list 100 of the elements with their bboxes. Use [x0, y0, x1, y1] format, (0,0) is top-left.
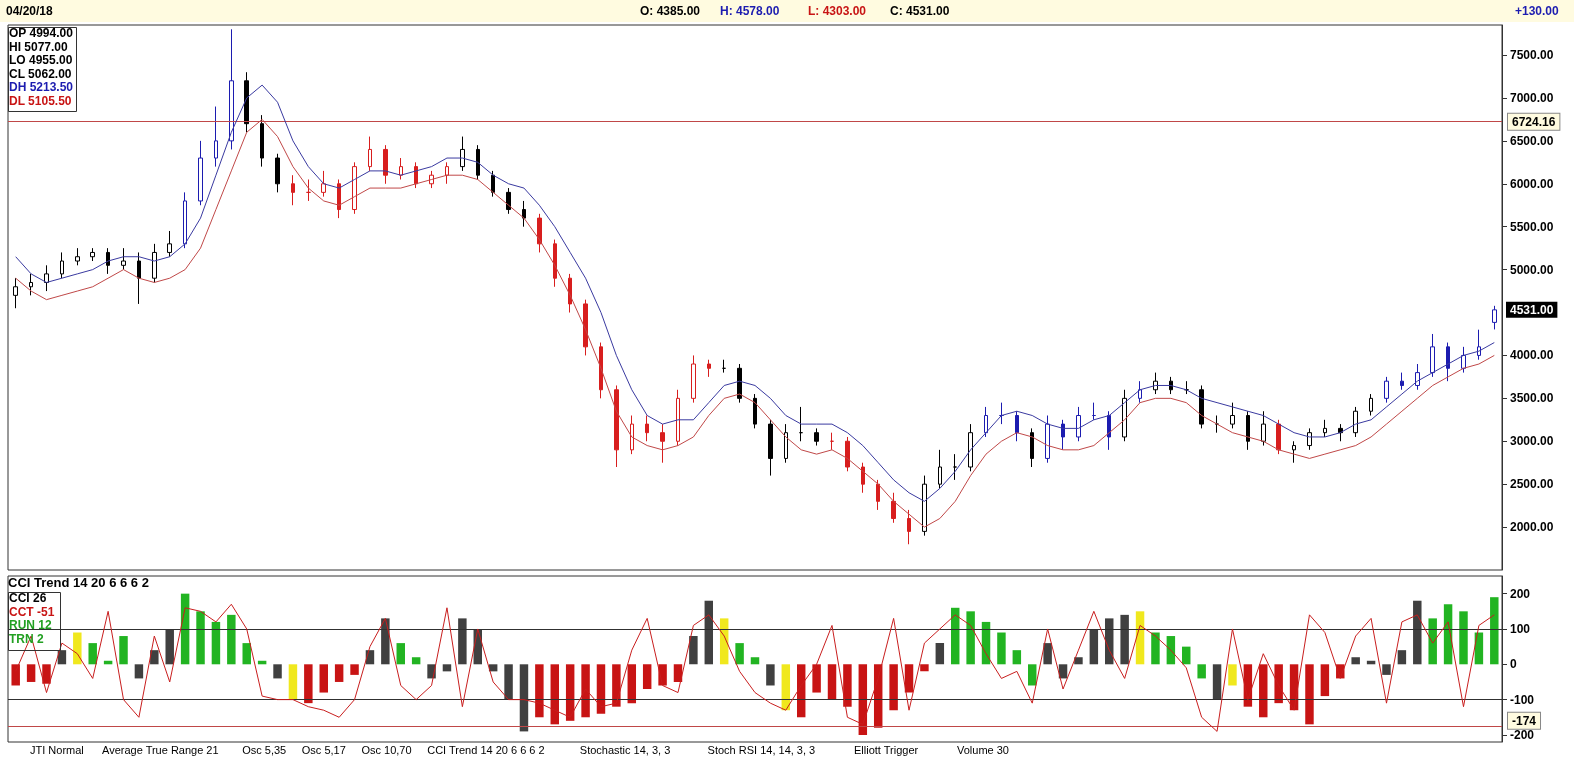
candlestick [476, 144, 480, 180]
bar [596, 664, 606, 714]
bar [642, 664, 652, 690]
candlestick [1122, 389, 1127, 442]
candlestick [1076, 406, 1081, 442]
bar [504, 664, 513, 700]
candlestick [1369, 393, 1373, 417]
annotation: DL 5105.50 [9, 93, 72, 108]
candlestick [1353, 406, 1358, 438]
text: L: 4303.00 [808, 4, 867, 18]
text: H: 4578.00 [720, 4, 780, 18]
y-tick-label: 5500.00 [1510, 219, 1554, 234]
candlestick [583, 299, 588, 356]
candlestick [491, 170, 495, 198]
candlestick [137, 251, 141, 305]
candlestick [522, 200, 526, 228]
candlestick [691, 354, 696, 404]
bar [1259, 664, 1268, 718]
candlestick [845, 436, 850, 472]
bar [812, 664, 821, 693]
candlestick [599, 342, 603, 399]
bar [1320, 664, 1330, 697]
candlestick [1092, 402, 1096, 421]
annotation: DH 5213.50 [9, 80, 74, 94]
candlestick [784, 423, 788, 464]
y-tick-label: 200 [1510, 586, 1531, 601]
bar [1089, 628, 1099, 665]
candlestick [722, 359, 726, 374]
candlestick [1199, 384, 1204, 429]
y-tick-label: 3000.00 [1510, 434, 1554, 449]
bar [1428, 618, 1437, 665]
candlestick [260, 114, 264, 168]
bar [288, 664, 298, 700]
text: Osc 10,70 [361, 743, 412, 756]
bar [150, 650, 159, 665]
bar [211, 621, 221, 665]
candlestick [676, 389, 680, 447]
bar [242, 643, 251, 665]
text: 04/20/18 [6, 4, 54, 18]
candlestick [167, 230, 172, 258]
candlestick [768, 419, 773, 477]
bar [42, 664, 51, 684]
candlestick [707, 359, 711, 378]
candlestick [121, 247, 126, 271]
candlestick [660, 423, 665, 464]
annotation: CCI 26 [9, 591, 47, 605]
y-tick-label: 6500.00 [1510, 133, 1554, 148]
bar [1151, 632, 1160, 665]
y-tick-label: 0 [1510, 657, 1517, 672]
candlestick [1323, 419, 1327, 438]
bar [442, 664, 452, 672]
candlestick [75, 247, 80, 266]
candlestick [106, 247, 110, 275]
bar [411, 657, 421, 665]
candlestick [90, 247, 95, 262]
bar [1382, 664, 1391, 675]
bar [1274, 664, 1283, 704]
annotation: CCT -51 [9, 604, 55, 619]
bar [1228, 664, 1237, 686]
candlestick [1384, 376, 1389, 404]
bar [627, 664, 637, 704]
candlestick [891, 492, 896, 524]
text: +130.00 [1515, 4, 1560, 18]
ref-line-label: -174 [1512, 713, 1537, 728]
candlestick [291, 174, 295, 206]
bar [1212, 664, 1222, 700]
text: C: 4531.00 [890, 4, 950, 18]
chart-title: CCI Trend 14 20 6 6 6 2 [8, 575, 149, 590]
bar [273, 664, 282, 679]
bar [119, 636, 128, 665]
text: Osc 5,35 [242, 743, 287, 756]
candlestick [614, 384, 619, 468]
bar [1182, 646, 1191, 665]
candlestick [1230, 402, 1235, 429]
bar [535, 664, 544, 718]
candlestick [938, 449, 942, 489]
bar [581, 664, 590, 718]
candlestick [60, 251, 64, 279]
bar [750, 657, 760, 665]
bar [904, 664, 914, 693]
bar [26, 664, 36, 682]
candlestick [861, 462, 865, 494]
annotation: CL 5062.00 [9, 66, 72, 81]
candlestick [1261, 410, 1266, 447]
candlestick [214, 106, 218, 168]
candlestick [907, 509, 911, 545]
candlestick [399, 157, 403, 180]
bar [612, 664, 621, 707]
y-tick-label: 2000.00 [1510, 520, 1554, 535]
candlestick [198, 140, 203, 206]
text: Stoch RSI 14, 14, 3, 3 [707, 743, 816, 756]
y-tick-label: -100 [1510, 692, 1535, 707]
bar [88, 643, 97, 665]
candlestick [13, 277, 18, 309]
y-tick-label: 7000.00 [1510, 90, 1554, 105]
candlestick [1045, 415, 1050, 464]
bar [565, 664, 575, 721]
bar [673, 664, 683, 682]
y-tick-label: -200 [1510, 727, 1535, 742]
bar [1043, 643, 1052, 665]
